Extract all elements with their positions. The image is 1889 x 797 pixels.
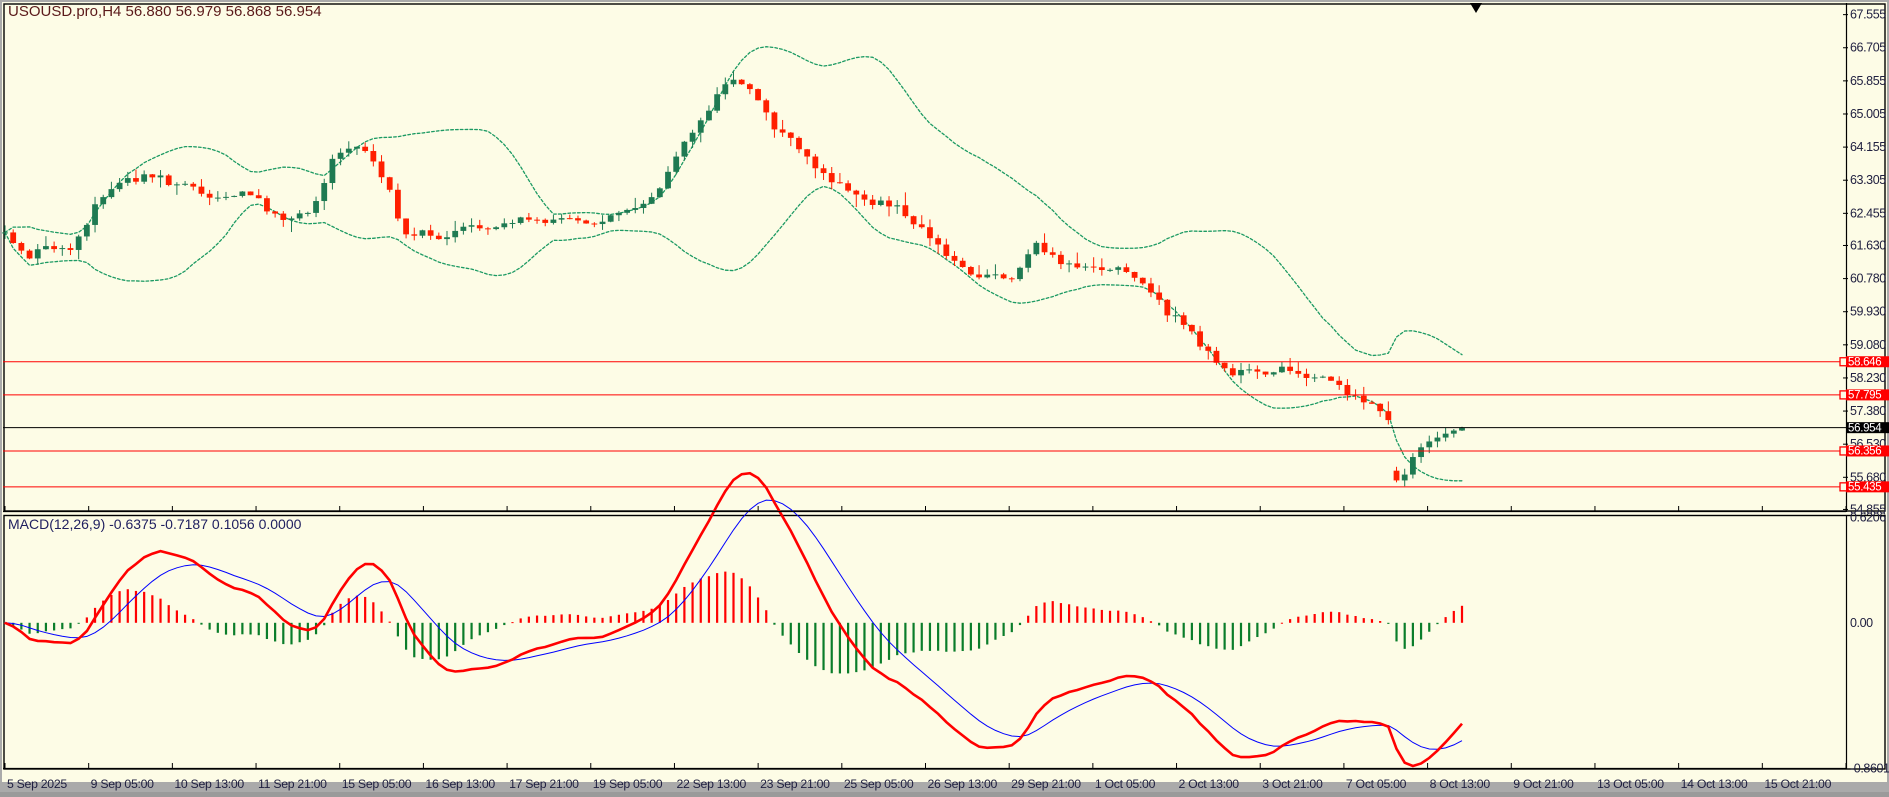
svg-text:17 Sep 21:00: 17 Sep 21:00: [509, 777, 579, 791]
svg-text:65.005: 65.005: [1850, 107, 1886, 121]
svg-text:59.930: 59.930: [1850, 305, 1886, 319]
svg-text:15 Sep 05:00: 15 Sep 05:00: [342, 777, 412, 791]
svg-text:-0.8601: -0.8601: [1850, 762, 1889, 776]
svg-text:5 Sep 2025: 5 Sep 2025: [7, 777, 67, 791]
svg-text:67.555: 67.555: [1850, 8, 1886, 22]
svg-text:62.455: 62.455: [1850, 206, 1886, 220]
svg-text:58.230: 58.230: [1850, 371, 1886, 385]
svg-text:64.155: 64.155: [1850, 140, 1886, 154]
svg-text:66.705: 66.705: [1850, 41, 1886, 55]
svg-text:23 Sep 21:00: 23 Sep 21:00: [760, 777, 830, 791]
svg-text:13 Oct 05:00: 13 Oct 05:00: [1597, 777, 1664, 791]
svg-text:10 Sep 13:00: 10 Sep 13:00: [174, 777, 244, 791]
svg-text:USOUSD.pro,H4 56.880 56.979: USOUSD.pro,H4 56.880 56.979 56.868 56.95…: [8, 3, 322, 20]
svg-text:60.780: 60.780: [1850, 272, 1886, 286]
svg-text:55.435: 55.435: [1848, 482, 1881, 494]
svg-text:9 Oct 21:00: 9 Oct 21:00: [1513, 777, 1574, 791]
svg-text:15 Oct 21:00: 15 Oct 21:00: [1764, 777, 1831, 791]
svg-text:0.00: 0.00: [1850, 616, 1873, 630]
svg-text:26 Sep 13:00: 26 Sep 13:00: [928, 777, 998, 791]
svg-text:57.795: 57.795: [1848, 390, 1881, 402]
svg-text:63.305: 63.305: [1850, 173, 1886, 187]
svg-text:56.356: 56.356: [1848, 446, 1881, 458]
svg-text:19 Sep 05:00: 19 Sep 05:00: [593, 777, 663, 791]
svg-text:0.6206: 0.6206: [1850, 511, 1886, 525]
svg-text:11 Sep 21:00: 11 Sep 21:00: [258, 777, 327, 791]
svg-text:65.855: 65.855: [1850, 74, 1886, 88]
svg-text:56.954: 56.954: [1848, 422, 1882, 434]
svg-text:14 Oct 13:00: 14 Oct 13:00: [1681, 777, 1748, 791]
svg-text:16 Sep 13:00: 16 Sep 13:00: [425, 777, 495, 791]
svg-text:29 Sep 21:00: 29 Sep 21:00: [1011, 777, 1081, 791]
svg-text:MACD(12,26,9) -0.6375 -0.7187: MACD(12,26,9) -0.6375 -0.7187 0.1056 0.0…: [8, 516, 302, 532]
svg-text:2 Oct 13:00: 2 Oct 13:00: [1179, 777, 1240, 791]
svg-text:8 Oct 13:00: 8 Oct 13:00: [1430, 777, 1491, 791]
svg-text:61.630: 61.630: [1850, 238, 1886, 252]
svg-text:58.646: 58.646: [1848, 356, 1881, 368]
svg-text:25 Sep 05:00: 25 Sep 05:00: [844, 777, 914, 791]
svg-text:9 Sep 05:00: 9 Sep 05:00: [91, 777, 154, 791]
svg-text:7 Oct 05:00: 7 Oct 05:00: [1346, 777, 1407, 791]
svg-text:22 Sep 13:00: 22 Sep 13:00: [676, 777, 746, 791]
svg-text:59.080: 59.080: [1850, 338, 1886, 352]
svg-text:1 Oct 05:00: 1 Oct 05:00: [1095, 777, 1156, 791]
svg-text:57.380: 57.380: [1850, 404, 1886, 418]
svg-text:3 Oct 21:00: 3 Oct 21:00: [1262, 777, 1323, 791]
